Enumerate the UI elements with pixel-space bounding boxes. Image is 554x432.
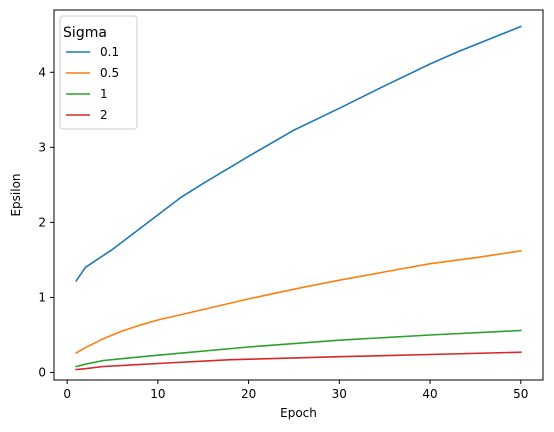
legend-box (59, 15, 138, 130)
y-tick-label: 0 (38, 365, 46, 379)
y-tick-label: 4 (38, 65, 46, 79)
legend-label-2: 1 (100, 87, 108, 101)
y-tick-label: 1 (38, 290, 46, 304)
legend: Sigma 0.1 0.5 1 2 (59, 15, 138, 130)
series-line-3 (75, 351, 522, 371)
plot-frame (53, 9, 544, 381)
x-axis-label: Epoch (280, 406, 317, 420)
x-tick-label: 20 (241, 387, 256, 401)
x-tick-label: 40 (422, 387, 437, 401)
x-tick-label: 30 (332, 387, 347, 401)
series-line-2 (75, 329, 522, 368)
series-lines (75, 25, 522, 371)
x-axis-ticks: 0 10 20 30 40 50 (63, 380, 528, 401)
x-tick-label: 0 (63, 387, 71, 401)
legend-items: 0.1 0.5 1 2 (66, 45, 119, 122)
y-tick-label: 3 (38, 140, 46, 154)
x-tick-label: 10 (150, 387, 165, 401)
legend-label-3: 2 (100, 108, 108, 122)
x-tick-label: 50 (513, 387, 528, 401)
y-axis-ticks: 0 1 2 3 4 (38, 65, 54, 379)
series-line-1 (75, 249, 522, 355)
legend-label-0: 0.1 (100, 45, 119, 59)
y-axis-label: Epsilon (9, 173, 23, 216)
series-line-0 (75, 25, 522, 283)
legend-label-1: 0.5 (100, 66, 119, 80)
legend-title: Sigma (63, 25, 107, 41)
y-tick-label: 2 (38, 215, 46, 229)
